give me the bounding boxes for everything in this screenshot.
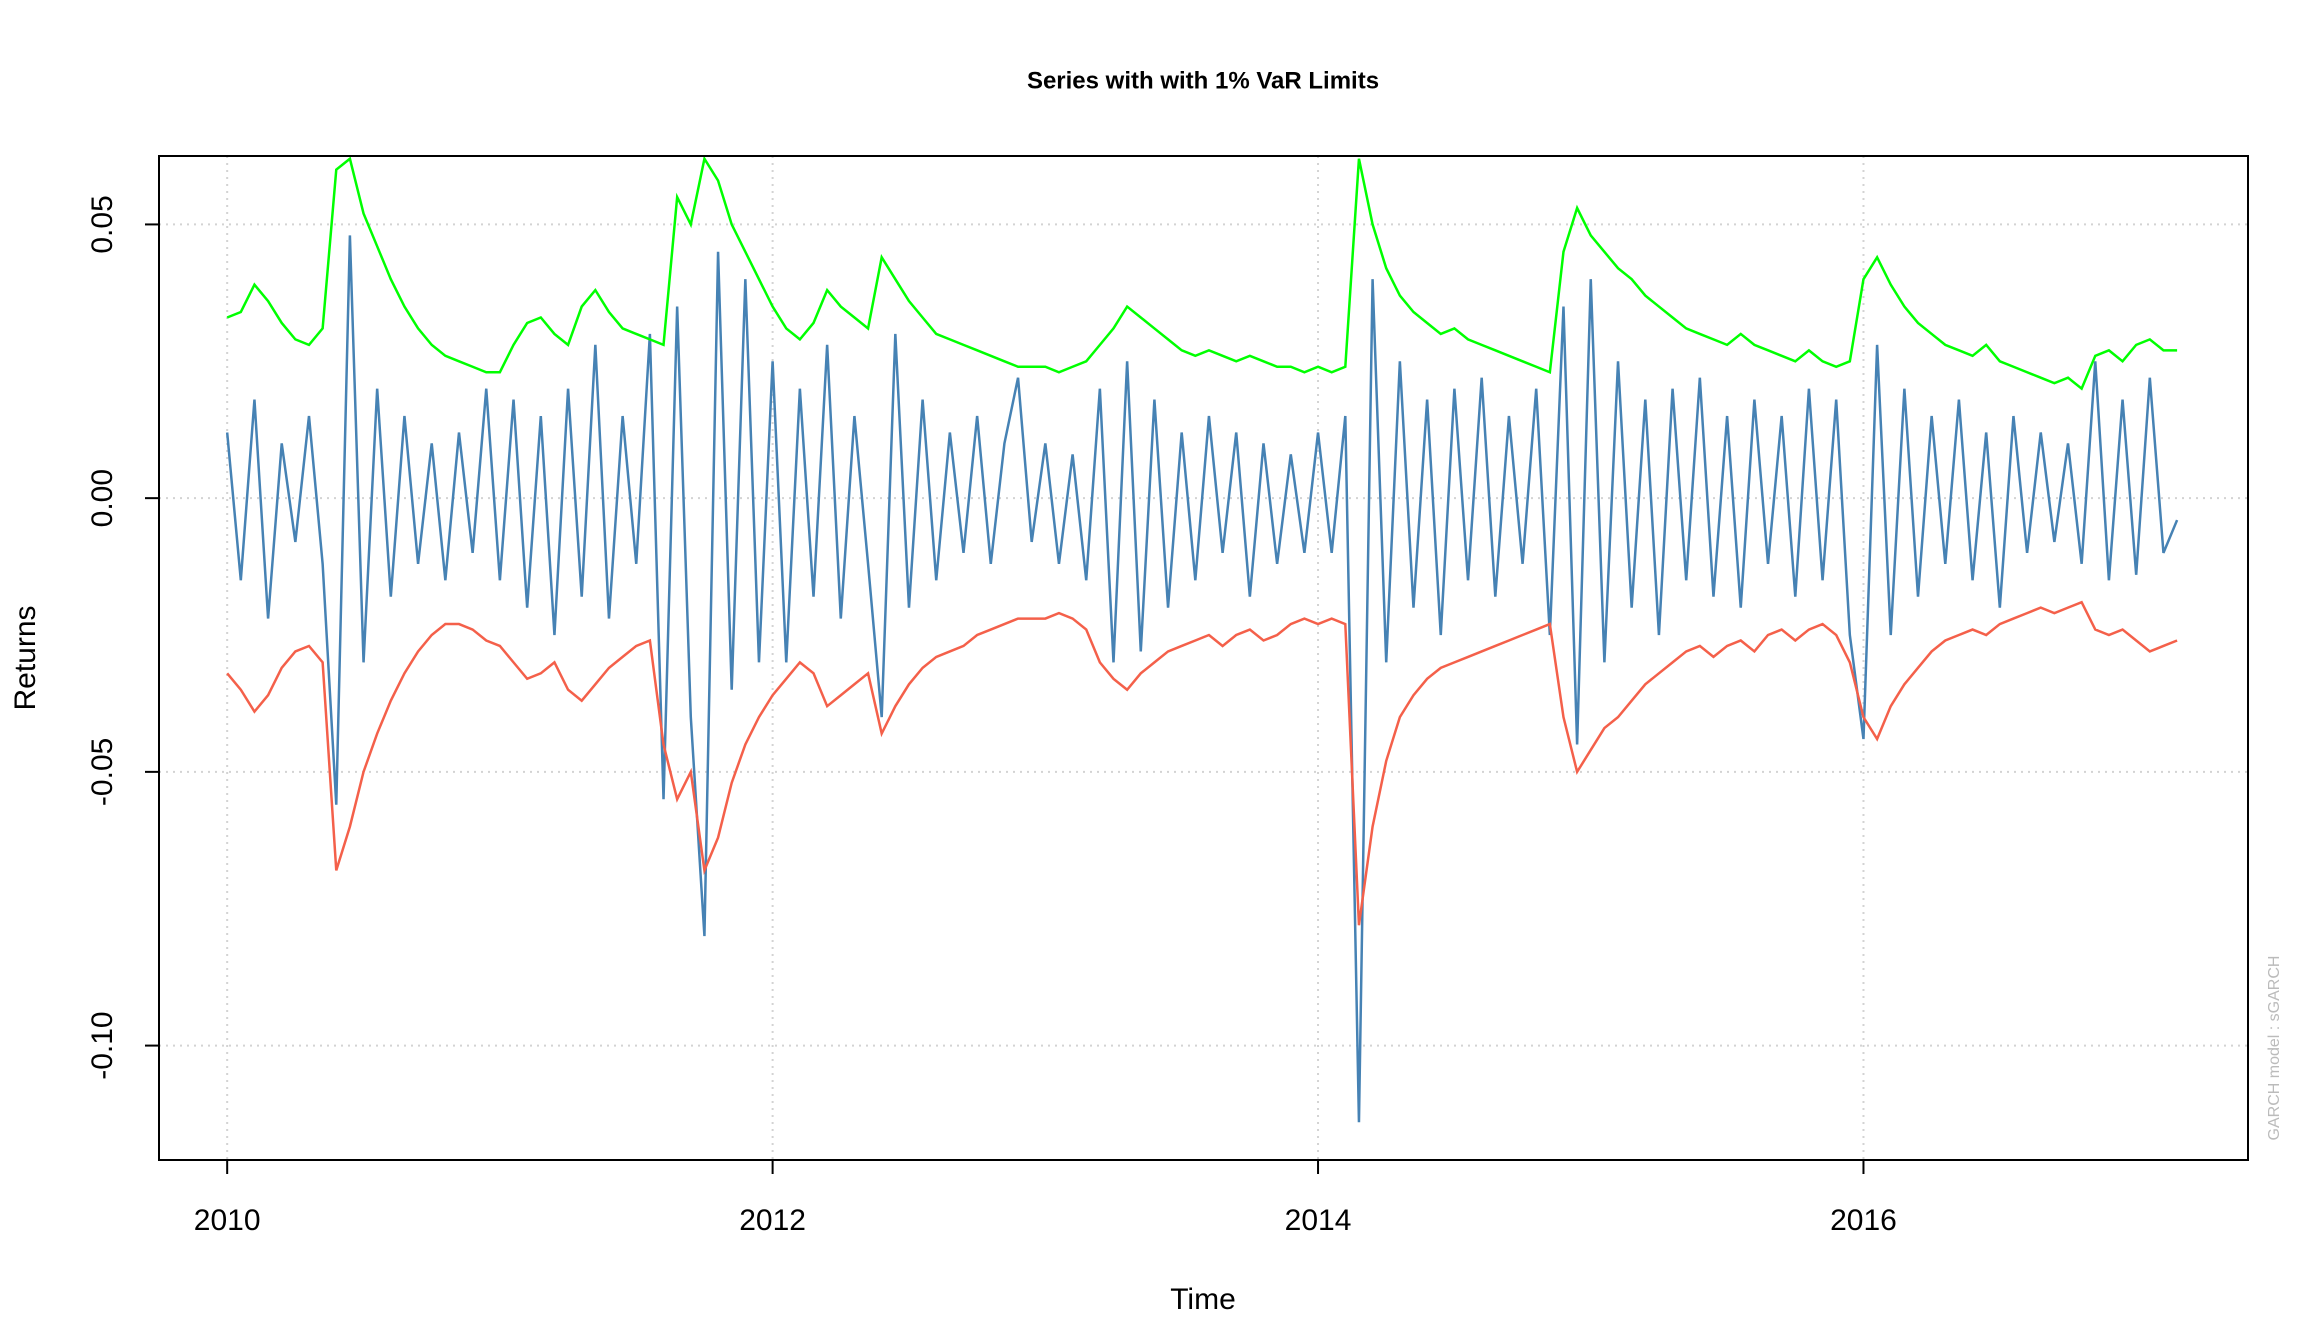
x-tick-label: 2014 xyxy=(1285,1204,1352,1237)
x-tick-label: 2010 xyxy=(194,1204,261,1237)
x-axis-label: Time xyxy=(1170,1283,1236,1316)
series-line xyxy=(225,235,2179,1123)
x-tick-label: 2012 xyxy=(739,1204,806,1237)
y-tick-label: 0.00 xyxy=(86,469,119,527)
y-tick-label: -0.05 xyxy=(86,738,119,806)
chart-title: Series with with 1% VaR Limits xyxy=(1027,67,1379,94)
series-line xyxy=(226,600,2178,926)
plot-area xyxy=(225,156,2179,1123)
plot-frame xyxy=(158,155,2249,1161)
y-axis-label: Returns xyxy=(9,605,42,710)
x-tick-label: 2016 xyxy=(1830,1204,1897,1237)
series-line xyxy=(226,156,2178,391)
y-tick-label: 0.05 xyxy=(86,195,119,253)
annotation: GARCH model : sGARCH xyxy=(2266,956,2283,1141)
y-tick-label: -0.10 xyxy=(86,1011,119,1079)
